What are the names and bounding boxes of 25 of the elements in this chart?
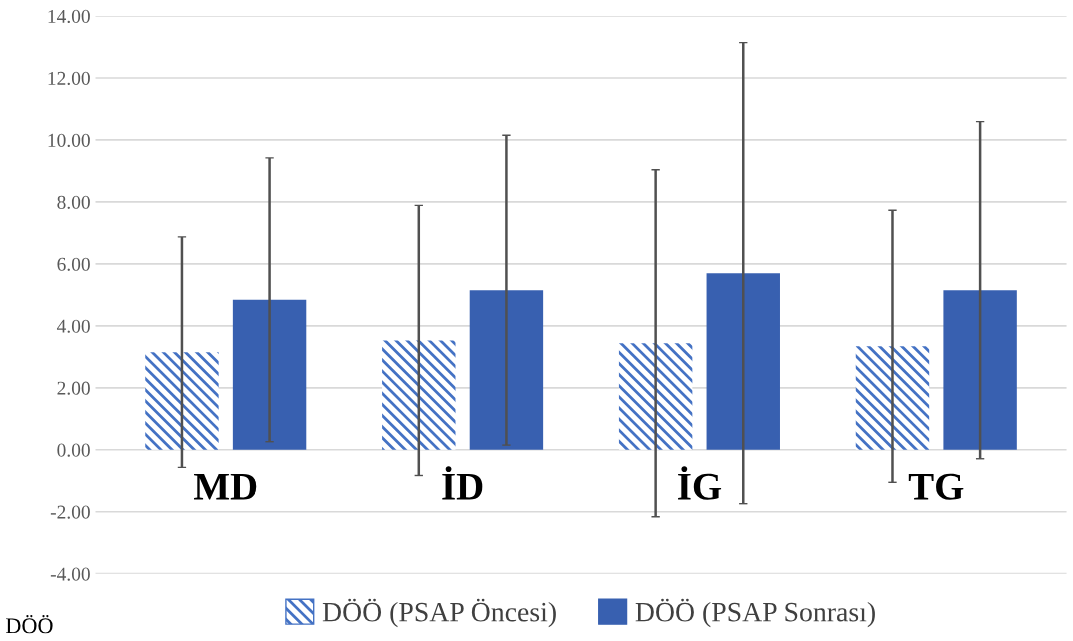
y-tick-label: 8.00	[57, 195, 90, 209]
bar	[943, 290, 1017, 450]
bar	[232, 299, 307, 450]
bar	[382, 340, 456, 450]
bar	[855, 346, 930, 450]
x-tick-label: TG	[908, 473, 964, 500]
y-tick-label: 0.00	[57, 443, 90, 457]
bar	[145, 352, 219, 450]
legend-label: DÖÖ (PSAP Sonrası)	[635, 598, 875, 628]
y-tick-label: 2.00	[57, 381, 90, 395]
x-tick-label: İG	[678, 466, 722, 500]
text: DÖÖ	[6, 615, 53, 634]
y-tick-label: 12.00	[48, 71, 90, 86]
y-tick-label: 4.00	[56, 319, 90, 333]
x-tick-label: MD	[194, 473, 257, 500]
y-tick-label: -4.00	[50, 567, 90, 581]
bar	[706, 273, 780, 450]
y-tick-label: 14.00	[48, 9, 90, 24]
legend-label: DÖÖ (PSAP Öncesi)	[322, 598, 556, 628]
y-tick-label: -2.00	[50, 505, 90, 519]
x-tick-label: İD	[442, 466, 483, 500]
bar	[618, 343, 693, 450]
y-tick-label: 6.00	[57, 257, 90, 271]
y-tick-label: 10.00	[48, 133, 90, 147]
bar	[469, 290, 544, 450]
